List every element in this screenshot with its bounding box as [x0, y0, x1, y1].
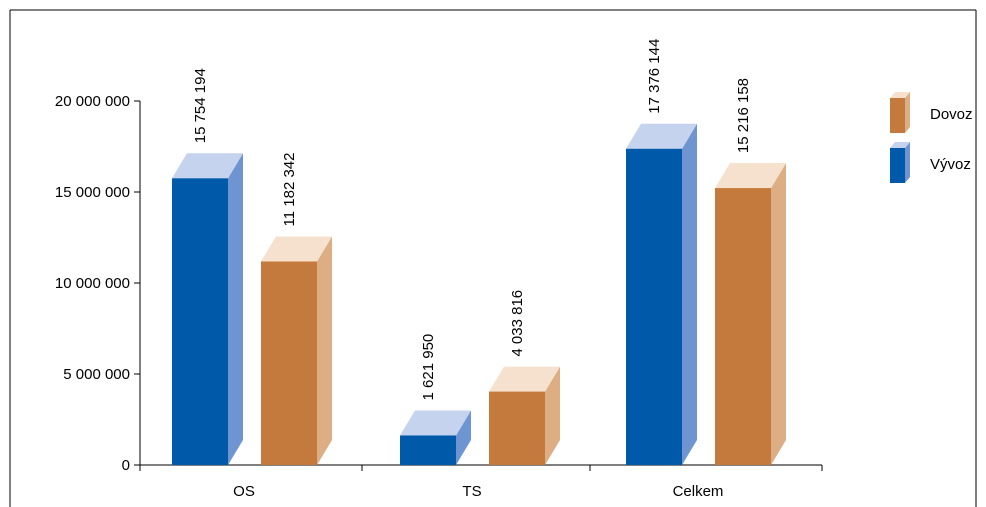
bar-side — [228, 153, 243, 465]
data-label: 1 621 950 — [420, 334, 437, 401]
bars — [172, 123, 786, 465]
bar-top — [261, 236, 332, 262]
bar-top — [715, 163, 786, 189]
legend-swatch-side — [905, 92, 910, 133]
bar-front — [261, 261, 317, 465]
bar-front — [489, 391, 545, 465]
legend-swatch-top — [890, 142, 910, 148]
x-tick-label: OS — [233, 483, 255, 500]
y-tick-label: 0 — [122, 457, 130, 474]
legend-swatch-side — [905, 142, 910, 183]
bar-side — [771, 163, 786, 465]
legend-swatch — [890, 98, 905, 133]
bar-side — [682, 123, 697, 465]
bar-front — [626, 148, 682, 465]
legend-swatch-top — [890, 92, 910, 98]
bar-top — [172, 153, 243, 179]
legend-swatch — [890, 148, 905, 183]
legend-item: Výv​oz — [890, 142, 971, 183]
bar-side — [456, 410, 471, 465]
x-tick-label: TS — [462, 483, 481, 500]
y-tick-label: 5 000 000 — [63, 366, 130, 383]
bar — [400, 410, 471, 465]
value-labels: 15 754 194 1 621 950 17 376 144 11 182 342 4… — [192, 39, 752, 401]
y-tick-label: 15 000 000 — [55, 184, 130, 201]
y-tick-label: 10 000 000 — [55, 275, 130, 292]
legend-label: Výv​oz — [930, 156, 971, 173]
data-label: 4 033 816 — [509, 290, 526, 357]
data-label: 11 182 342 — [281, 153, 298, 227]
bar-top — [400, 410, 471, 436]
legend-label: Dovoz — [930, 106, 973, 123]
legend-item: Dovoz — [890, 92, 973, 133]
data-label: 15 754 194 — [192, 68, 209, 143]
y-tick-label: 20 000 000 — [55, 93, 130, 110]
bar-front — [715, 188, 771, 465]
bar — [715, 163, 786, 465]
axes: 0 5 000 000 10 000 000 15 000 000 20 000 000… — [55, 93, 823, 500]
bar-side — [317, 236, 332, 465]
bar-top — [489, 366, 560, 392]
bar-front — [400, 435, 456, 465]
bar-side — [545, 366, 560, 465]
bar — [626, 123, 697, 465]
bar-top — [626, 123, 697, 149]
data-label: 15 216 158 — [735, 78, 752, 153]
legend: Dovoz Výv​oz — [890, 92, 973, 183]
bar — [172, 153, 243, 465]
bar-front — [172, 178, 228, 465]
bar — [261, 236, 332, 465]
bar — [489, 366, 560, 465]
x-tick-label: Celkem — [673, 483, 724, 500]
data-label: 17 376 144 — [646, 39, 663, 114]
